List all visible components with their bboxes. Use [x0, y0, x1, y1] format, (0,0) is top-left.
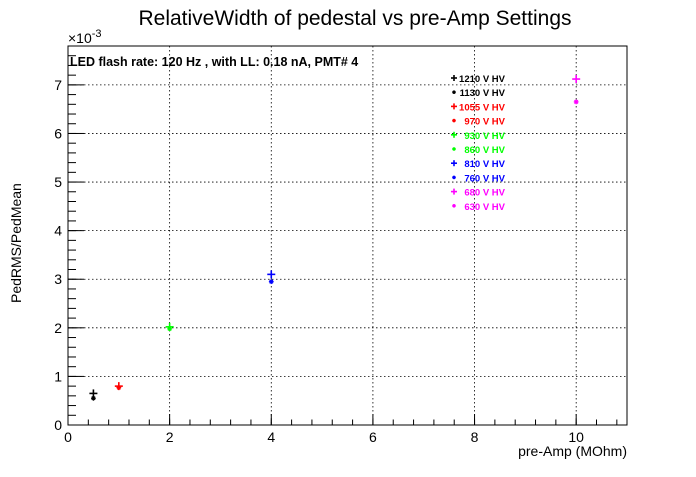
y-tick-label: 0 [54, 417, 62, 433]
legend-marker [452, 204, 456, 208]
y-exponent-base: ×10 [68, 30, 92, 46]
y-tick-label: 7 [54, 77, 62, 93]
marker-stroke-d2 [452, 204, 456, 208]
y-axis-label: PedRMS/PedMean [8, 183, 24, 303]
legend-label: 760 V HV [464, 173, 505, 184]
data-point [573, 99, 579, 105]
y-tick-label: 3 [54, 271, 62, 287]
legend-marker [451, 188, 457, 195]
data-point [167, 326, 173, 332]
data-point [268, 279, 274, 285]
legend-marker [452, 118, 456, 123]
legend-marker [451, 103, 457, 110]
x-tick-label: 10 [568, 429, 584, 445]
legend-marker [452, 147, 456, 151]
legend-label: 1055 V HV [459, 102, 506, 113]
legend-label: 1130 V HV [460, 88, 506, 99]
chart-title: RelativeWidth of pedestal vs pre-Amp Set… [138, 7, 571, 30]
marker-stroke-d2 [167, 326, 172, 331]
data-point [267, 270, 276, 279]
data-point [91, 395, 96, 401]
y-tick-label: 2 [54, 320, 62, 336]
marker-stroke-d2 [269, 279, 274, 284]
y-tick-label: 4 [54, 223, 62, 239]
legend-marker [451, 131, 457, 138]
legend-label: 930 V HV [464, 131, 505, 142]
legend-marker [452, 90, 456, 94]
marker-stroke-d2 [452, 118, 456, 123]
x-axis-tick-labels: 0 2 4 6 8 10 [64, 429, 584, 445]
legend-label: 970 V HV [464, 117, 505, 128]
legend-label: 630 V HV [464, 202, 505, 213]
marker-stroke-d2 [574, 99, 579, 104]
marker-stroke-d2 [91, 396, 96, 401]
data-markers [89, 75, 581, 401]
legend-marker [451, 160, 457, 167]
x-axis-label: pre-Amp (MOhm) [518, 443, 627, 459]
x-axis-ticks [67, 414, 618, 425]
y-tick-label: 6 [54, 125, 62, 141]
legend-label: 860 V HV [464, 145, 505, 156]
marker-stroke-d2 [452, 147, 456, 151]
legend-marker [452, 175, 456, 180]
x-tick-label: 8 [471, 429, 479, 445]
data-point [116, 385, 122, 390]
legend-marker [451, 75, 457, 81]
legend-label: 680 V HV [464, 188, 505, 199]
y-axis-ticks [68, 45, 84, 426]
chart-annotation: LED flash rate: 120 Hz , with LL: 0.18 n… [70, 55, 358, 69]
x-tick-label: 4 [267, 429, 275, 445]
x-tick-label: 6 [369, 429, 377, 445]
marker-stroke-d2 [452, 175, 456, 180]
y-axis-exponent: ×10-3 [68, 28, 102, 46]
y-tick-label: 1 [54, 368, 62, 384]
legend-label: 810 V HV [464, 159, 505, 170]
legend: 1210 V HV 1130 V HV 1055 V HV 970 V HV 930 V… [451, 74, 506, 213]
legend-label: 1210 V HV [459, 74, 506, 85]
plot-frame [67, 45, 628, 426]
y-axis-tick-labels: 0 1 2 3 4 5 6 7 [54, 77, 62, 433]
x-tick-label: 2 [166, 429, 174, 445]
y-tick-label: 5 [54, 174, 62, 190]
marker-stroke-d2 [116, 385, 121, 390]
data-point [572, 75, 581, 84]
y-exponent-power: -3 [92, 28, 102, 40]
x-tick-label: 0 [64, 429, 72, 445]
grid-lines [68, 46, 627, 425]
marker-stroke-d2 [452, 90, 456, 94]
